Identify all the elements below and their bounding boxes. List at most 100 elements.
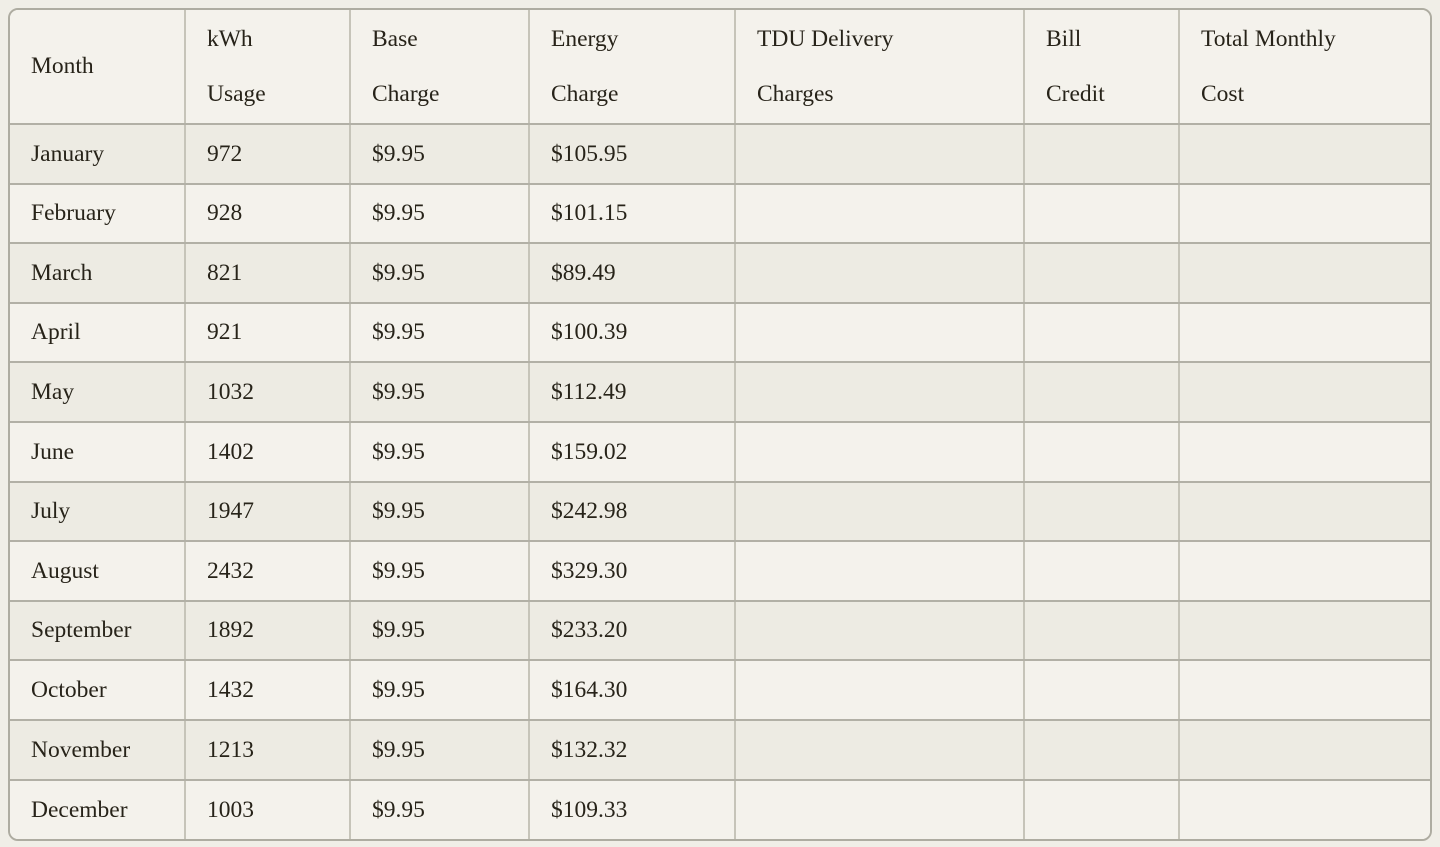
table-cell: $9.95 (350, 660, 530, 721)
table-row-march: March 821 $9.95 $89.49 (10, 243, 1430, 304)
table-row-december: December 1003 $9.95 $109.33 (10, 779, 1430, 839)
column-header-total: Total Monthly Cost (1179, 10, 1430, 125)
table-cell (735, 302, 1025, 364)
table-cell: $101.15 (529, 183, 736, 245)
table-cell: 1032 (185, 362, 351, 423)
table-row-may: May 1032 $9.95 $112.49 (10, 362, 1430, 423)
table-cell: $242.98 (529, 481, 736, 543)
table-cell: $132.32 (529, 719, 736, 781)
table-cell: 928 (185, 183, 351, 245)
table-cell (1179, 183, 1430, 245)
header-row: Month kWh Usage Base Charge Energy Charge TD… (10, 10, 1430, 125)
table-cell (1179, 541, 1430, 602)
table-cell: March (10, 243, 186, 304)
column-header-tdu: TDU Delivery Charges (735, 10, 1025, 125)
column-header-base: Base Charge (350, 10, 530, 125)
table-row-april: April 921 $9.95 $100.39 (10, 302, 1430, 364)
table-cell (735, 779, 1025, 839)
table-cell: $100.39 (529, 302, 736, 364)
table-cell (1024, 124, 1180, 185)
table-cell: 1432 (185, 660, 351, 721)
table-cell: $9.95 (350, 183, 530, 245)
table-cell: April (10, 302, 186, 364)
table-cell: 972 (185, 124, 351, 185)
table-cell (1024, 779, 1180, 839)
table-cell (735, 362, 1025, 423)
table-cell (735, 719, 1025, 781)
table-cell (1179, 362, 1430, 423)
table-cell: $233.20 (529, 600, 736, 662)
table-cell: $164.30 (529, 660, 736, 721)
column-header-month: Month (10, 10, 186, 125)
table-cell: 1892 (185, 600, 351, 662)
table-cell: February (10, 183, 186, 245)
table-cell: $9.95 (350, 362, 530, 423)
table-cell: $9.95 (350, 719, 530, 781)
billing-table: Month kWh Usage Base Charge Energy Charge TD… (10, 10, 1430, 839)
table-cell (735, 421, 1025, 483)
table-cell: January (10, 124, 186, 185)
table-cell (735, 183, 1025, 245)
table-cell (735, 243, 1025, 304)
table-cell: 821 (185, 243, 351, 304)
table-cell: 2432 (185, 541, 351, 602)
table-cell (735, 660, 1025, 721)
table-cell: $89.49 (529, 243, 736, 304)
table-row-october: October 1432 $9.95 $164.30 (10, 660, 1430, 721)
table-row-july: July 1947 $9.95 $242.98 (10, 481, 1430, 543)
table-cell: $9.95 (350, 541, 530, 602)
table-cell: December (10, 779, 186, 839)
column-header-energy: Energy Charge (529, 10, 736, 125)
table-cell: $9.95 (350, 302, 530, 364)
table-cell (735, 600, 1025, 662)
column-header-kwh: kWh Usage (185, 10, 351, 125)
table-cell: November (10, 719, 186, 781)
table-row-february: February 928 $9.95 $101.15 (10, 183, 1430, 245)
table-cell (1024, 302, 1180, 364)
table-row-november: November 1213 $9.95 $132.32 (10, 719, 1430, 781)
table-cell: October (10, 660, 186, 721)
table-cell (1179, 719, 1430, 781)
table-cell: $9.95 (350, 243, 530, 304)
table-cell: $9.95 (350, 481, 530, 543)
table-cell (1024, 660, 1180, 721)
table-cell (1024, 541, 1180, 602)
column-header-bill: Bill Credit (1024, 10, 1180, 125)
table-cell (1179, 124, 1430, 185)
table-cell: May (10, 362, 186, 423)
table-row-january: January 972 $9.95 $105.95 (10, 124, 1430, 185)
table-cell: $109.33 (529, 779, 736, 839)
table-cell: September (10, 600, 186, 662)
table-cell: $105.95 (529, 124, 736, 185)
table-cell: 1213 (185, 719, 351, 781)
billing-table-container: Month kWh Usage Base Charge Energy Charge TD… (8, 8, 1432, 841)
table-cell (1179, 243, 1430, 304)
table-cell (735, 124, 1025, 185)
table-body: January 972 $9.95 $105.95 February 928 $9.95 $1… (10, 124, 1430, 839)
table-cell (1179, 660, 1430, 721)
table-cell: June (10, 421, 186, 483)
table-cell (1024, 719, 1180, 781)
table-cell: 921 (185, 302, 351, 364)
table-cell (1024, 362, 1180, 423)
table-cell (1024, 600, 1180, 662)
table-row-august: August 2432 $9.95 $329.30 (10, 541, 1430, 602)
table-cell (1179, 421, 1430, 483)
table-row-september: September 1892 $9.95 $233.20 (10, 600, 1430, 662)
table-cell (1179, 302, 1430, 364)
table-cell: $9.95 (350, 124, 530, 185)
table-cell (1179, 780, 1430, 839)
table-cell: 1003 (185, 779, 351, 839)
table-cell (1024, 421, 1180, 483)
table-cell: $9.95 (350, 779, 530, 839)
table-cell: $329.30 (529, 541, 736, 602)
table-cell (735, 541, 1025, 602)
table-cell: 1402 (185, 421, 351, 483)
table-cell (1024, 183, 1180, 245)
table-cell (1024, 243, 1180, 304)
table-cell: 1947 (185, 481, 351, 543)
table-cell: $159.02 (529, 421, 736, 483)
table-cell: $9.95 (350, 421, 530, 483)
table-cell (1179, 481, 1430, 543)
table-cell: July (10, 481, 186, 543)
